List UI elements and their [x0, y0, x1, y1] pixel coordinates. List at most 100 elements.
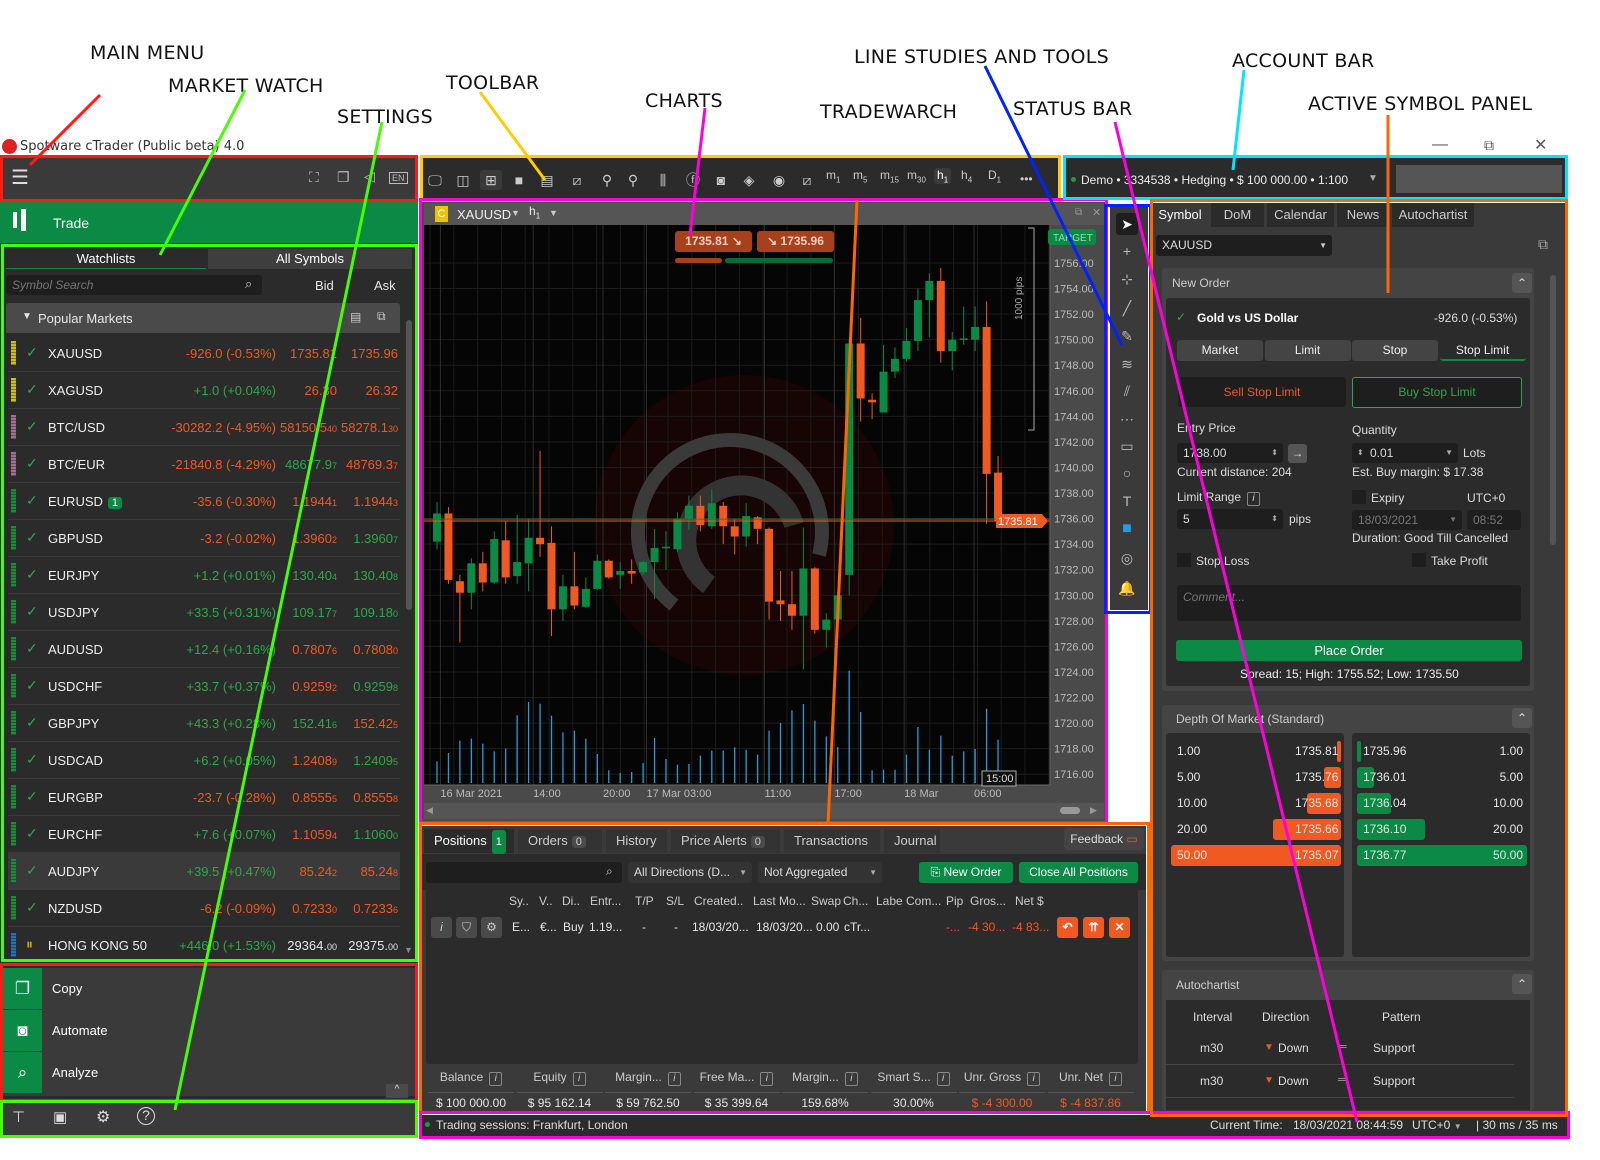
column-header[interactable]: Ch... — [843, 894, 869, 908]
take-profit-checkbox[interactable] — [1412, 553, 1426, 567]
bid-price[interactable]: 29364.00 — [287, 938, 337, 953]
autochartist-row[interactable]: m30 ▼ Down ═ Support — [1166, 1033, 1514, 1065]
layers-icon[interactable]: ◈ — [743, 172, 755, 188]
close-all-positions-button[interactable]: Close All Positions — [1019, 862, 1138, 883]
bid-price[interactable]: 1735.66 — [1295, 822, 1339, 836]
watchlist-row[interactable]: ✓ EURJPY +1.2 (+0.01%) 130.404 130.408 — [8, 557, 400, 594]
ellipse-icon[interactable]: ○ — [1122, 465, 1132, 481]
bid-price[interactable]: 152.416 — [292, 716, 337, 731]
chart-scrollbar[interactable]: ◀ ▶ — [424, 803, 1104, 819]
double-position-icon[interactable]: ⇈ — [1083, 917, 1104, 938]
info-icon[interactable]: i — [572, 1072, 586, 1086]
column-header[interactable]: Gros... — [970, 894, 1007, 908]
ask-price[interactable]: 1.39607 — [353, 531, 398, 546]
chevron-down-icon[interactable]: ▼ — [549, 208, 558, 218]
bid-price[interactable]: 0.92592 — [292, 679, 337, 694]
place-order-button[interactable]: Place Order — [1176, 640, 1522, 661]
column-header[interactable]: Di.. — [562, 894, 580, 908]
right-panel-scrollbar[interactable] — [1550, 275, 1556, 545]
column-header[interactable]: Entr... — [590, 894, 622, 908]
chart-symbol-badge[interactable]: C — [435, 206, 448, 222]
ask-price[interactable]: 1735.96 — [351, 346, 398, 361]
watchlist-row[interactable]: ✓ GBPJPY +43.3 (+0.28%) 152.416 152.425 — [8, 705, 400, 742]
timeframe-m15[interactable]: m15 — [880, 168, 899, 184]
symbol-dropdown[interactable]: XAUUSD ▼ — [1156, 235, 1332, 256]
chart-type-icon[interactable]: ⫼ — [659, 172, 667, 188]
stop-loss-checkbox[interactable] — [1177, 553, 1191, 567]
bid-price[interactable]: 1735.68 — [1295, 796, 1339, 810]
list-view-icon[interactable]: ▤ — [350, 310, 362, 324]
tab-history[interactable]: History — [606, 829, 667, 853]
watchlist-row[interactable]: ✓ EURCHF +7.6 (+0.07%) 1.10594 1.10600 — [8, 816, 400, 853]
column-header[interactable]: T/P — [635, 894, 654, 908]
column-header[interactable]: Labe — [876, 894, 903, 908]
ask-price[interactable]: 26.32 — [365, 383, 398, 398]
ask-price[interactable]: 1.19443 — [353, 494, 398, 509]
bid-price[interactable]: 1.24089 — [292, 753, 337, 768]
column-header[interactable]: Net $ — [1015, 894, 1044, 908]
cbot-icon[interactable]: ⓕ — [686, 172, 700, 188]
ask-price[interactable]: 0.78080 — [353, 642, 398, 657]
buy-price-button[interactable]: ↘ 1735.96 — [757, 231, 834, 252]
ask-price[interactable]: 58278.130 — [341, 420, 398, 435]
windows-icon[interactable]: ❐ — [337, 169, 350, 185]
sell-stop-limit-button[interactable]: Sell Stop Limit — [1178, 377, 1346, 407]
ask-price[interactable]: 1735.96 — [1363, 744, 1407, 758]
order-type-stop[interactable]: Stop — [1352, 340, 1438, 361]
multi-chart-icon[interactable]: ⊞ — [480, 170, 502, 190]
bid-price[interactable]: 1735.81 — [290, 346, 337, 361]
symbol-search-input[interactable] — [6, 275, 262, 295]
ask-price[interactable]: 130.408 — [353, 568, 398, 583]
sound-icon[interactable]: ◁ — [364, 168, 375, 184]
column-header[interactable]: Sy.. — [509, 894, 529, 908]
bid-price[interactable]: 0.85555 — [292, 790, 337, 805]
column-header[interactable]: V.. — [539, 894, 553, 908]
tab-transactions[interactable]: Transactions — [784, 829, 880, 853]
copy-price-arrow-button[interactable]: → — [1288, 444, 1307, 463]
scroll-right-icon[interactable]: ▶ — [1090, 805, 1097, 815]
ask-price[interactable]: 0.72336 — [353, 901, 398, 916]
collapse-autochartist-button[interactable]: ⌃ — [1512, 974, 1532, 994]
watchlist-row[interactable]: ✓ GBPUSD -3.2 (-0.02%) 1.39602 1.39607 — [8, 520, 400, 557]
ask-price[interactable]: 1736.10 — [1363, 822, 1407, 836]
app-automate[interactable]: ◙ Automate — [3, 1010, 415, 1051]
info-icon[interactable]: i — [1109, 1072, 1122, 1086]
bid-price[interactable]: 1.39602 — [292, 531, 337, 546]
ask-price[interactable]: 1.24095 — [353, 753, 398, 768]
more-timeframes-button[interactable]: ••• — [1020, 172, 1033, 186]
language-en-icon[interactable]: EN — [389, 172, 408, 184]
watchlist-row[interactable]: ✓ BTC/USD -30282.2 (-4.95%) 58150.540 58… — [8, 409, 400, 446]
bid-price[interactable]: 58150.540 — [280, 420, 337, 435]
tab-symbol[interactable]: Symbol — [1152, 203, 1208, 227]
watchlist-row[interactable]: ✓ NZDUSD -6.2 (-0.09%) 0.72330 0.72336 — [8, 890, 400, 927]
entry-price-input[interactable]: 1738.00 ⬍ — [1177, 443, 1283, 463]
watchlist-row[interactable]: ✓ AUDJPY +39.5 (+0.47%) 85.242 85.248 — [8, 853, 400, 890]
help-icon[interactable]: ? — [137, 1107, 155, 1125]
scroll-down-icon[interactable]: ▼ — [404, 945, 413, 955]
grid-icon[interactable]: ⋯ — [1120, 411, 1134, 427]
direction-dropdown[interactable]: All Directions (D... ▼ — [628, 862, 752, 883]
stepper-icon[interactable]: ⬍ — [1357, 448, 1364, 457]
column-header[interactable]: Pip — [946, 894, 964, 908]
account-bar[interactable]: Demo • 3334538 • Hedging • $ 100 000.00 … — [1063, 157, 1568, 200]
order-type-market[interactable]: Market — [1177, 340, 1263, 361]
watchlist-row[interactable]: ✓ EURUSD 1 -35.6 (-0.30%) 1.19441 1.19443 — [8, 483, 400, 520]
column-header[interactable]: Last Mo... — [753, 894, 806, 908]
zoom-out-icon[interactable]: ⚲ — [601, 172, 613, 188]
bid-price[interactable]: 48677.97 — [285, 457, 337, 472]
comment-input[interactable] — [1177, 585, 1521, 621]
bid-price[interactable]: 109.177 — [292, 605, 337, 620]
scroll-left-icon[interactable]: ◀ — [426, 805, 433, 815]
info-icon[interactable]: i — [936, 1072, 950, 1086]
bid-price[interactable]: 26.30 — [304, 383, 337, 398]
feedback-button[interactable]: Feedback ▭ — [1064, 828, 1144, 850]
pencil-icon[interactable]: ✎ — [1121, 328, 1133, 344]
watchlist-row[interactable]: ✓ EURGBP -23.7 (-0.28%) 0.85555 0.85558 — [8, 779, 400, 816]
timeframe-m1[interactable]: m1 — [826, 168, 840, 184]
trade-section-button[interactable]: Trade — [0, 202, 418, 243]
watchlist-row[interactable]: ✓ USDCHF +33.7 (+0.37%) 0.92592 0.92598 — [8, 668, 400, 705]
expiry-time-input[interactable]: 08:52 — [1467, 510, 1521, 530]
split-chart-icon[interactable]: ▤ — [540, 172, 554, 188]
sell-price-button[interactable]: 1735.81 ↘ — [675, 231, 752, 252]
crosshair-icon[interactable]: + — [1122, 243, 1132, 259]
